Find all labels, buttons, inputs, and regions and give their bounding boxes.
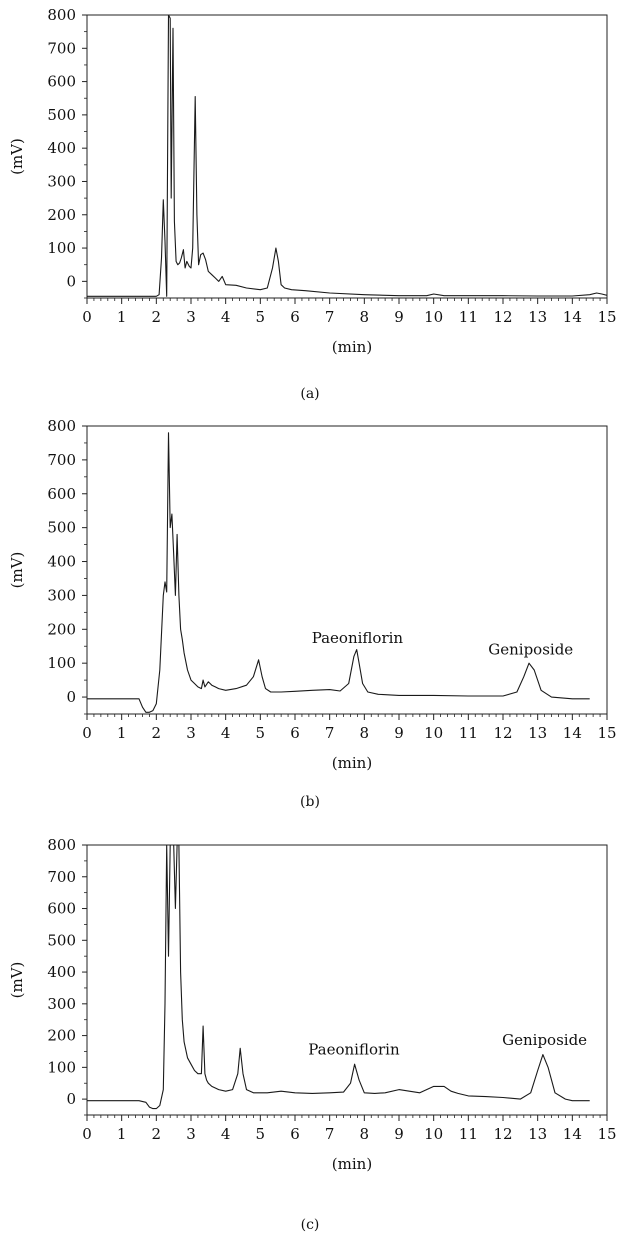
plot-frame [86, 14, 608, 299]
x-tick-label: 5 [256, 1125, 266, 1143]
peak-label: Geniposide [502, 1031, 587, 1049]
peak-label: Paeoniflorin [312, 629, 404, 647]
y-axis-title: (mV) [8, 962, 26, 999]
y-tick-label: 0 [66, 1090, 76, 1108]
y-tick-label: 500 [47, 931, 76, 949]
x-tick-label: 5 [256, 724, 266, 742]
x-tick-label: 1 [117, 308, 127, 326]
y-tick-label: 700 [47, 39, 76, 57]
chromatogram-trace [87, 15, 607, 297]
y-tick-label: 800 [47, 836, 76, 854]
x-tick-label: 3 [186, 724, 196, 742]
x-tick-label: 5 [256, 308, 266, 326]
y-tick-label: 200 [47, 1027, 76, 1045]
x-axis-title: (min) [332, 338, 372, 356]
x-axis-title: (min) [332, 754, 372, 772]
chromatogram-trace [87, 845, 590, 1110]
x-tick-label: 12 [493, 1125, 512, 1143]
x-tick-label: 14 [563, 308, 582, 326]
panel-caption: (a) [300, 386, 319, 402]
x-tick-label: 8 [360, 1125, 370, 1143]
y-tick-label: 100 [47, 1058, 76, 1076]
x-tick-label: 15 [597, 1125, 616, 1143]
y-tick-label: 800 [47, 417, 76, 435]
x-tick-label: 10 [424, 724, 443, 742]
y-tick-label: 100 [47, 239, 76, 257]
x-tick-label: 3 [186, 1125, 196, 1143]
x-tick-label: 0 [82, 1125, 92, 1143]
y-tick-label: 200 [47, 620, 76, 638]
x-tick-label: 9 [394, 1125, 404, 1143]
x-tick-label: 0 [82, 308, 92, 326]
x-tick-label: 11 [459, 724, 478, 742]
x-tick-label: 1 [117, 1125, 127, 1143]
panel-caption: (c) [301, 1217, 320, 1233]
plot-frame [86, 844, 608, 1116]
x-tick-label: 10 [424, 308, 443, 326]
x-tick-label: 11 [459, 308, 478, 326]
chart-panel-c: 0 1 2 3 4 5 6 7 8 9 10 11 12 13 14 15010020030040050060… [8, 836, 617, 1233]
x-tick-label: 2 [152, 308, 162, 326]
x-tick-label: 2 [152, 724, 162, 742]
x-tick-label: 10 [424, 1125, 443, 1143]
y-axis-title: (mV) [8, 552, 26, 589]
x-tick-label: 12 [493, 724, 512, 742]
chromatogram-trace [87, 432, 590, 713]
x-tick-label: 15 [597, 724, 616, 742]
y-tick-label: 0 [66, 688, 76, 706]
x-tick-label: 9 [394, 724, 404, 742]
y-tick-label: 800 [47, 6, 76, 24]
x-tick-label: 14 [563, 1125, 582, 1143]
y-tick-label: 0 [66, 272, 76, 290]
y-tick-label: 600 [47, 73, 76, 91]
x-tick-label: 9 [394, 308, 404, 326]
y-axis-title: (mV) [8, 138, 26, 175]
y-tick-label: 600 [47, 900, 76, 918]
x-tick-label: 6 [290, 308, 300, 326]
panel-caption: (b) [300, 794, 320, 810]
x-tick-label: 13 [528, 724, 547, 742]
x-tick-label: 13 [528, 1125, 547, 1143]
y-tick-label: 100 [47, 654, 76, 672]
chart-panel-a: 0 1 2 3 4 5 6 7 8 9 10 11 12 13 14 15010020030040050060… [8, 6, 617, 402]
y-tick-label: 400 [47, 139, 76, 157]
y-tick-label: 300 [47, 172, 76, 190]
x-tick-label: 13 [528, 308, 547, 326]
plot-frame [86, 425, 608, 715]
x-tick-label: 4 [221, 308, 231, 326]
y-tick-label: 500 [47, 519, 76, 537]
x-tick-label: 6 [290, 1125, 300, 1143]
y-tick-label: 500 [47, 106, 76, 124]
x-tick-label: 1 [117, 724, 127, 742]
y-tick-label: 700 [47, 868, 76, 886]
x-tick-label: 7 [325, 1125, 335, 1143]
x-tick-label: 12 [493, 308, 512, 326]
y-tick-label: 400 [47, 963, 76, 981]
y-tick-label: 200 [47, 206, 76, 224]
y-tick-label: 600 [47, 485, 76, 503]
x-tick-label: 3 [186, 308, 196, 326]
x-tick-label: 7 [325, 308, 335, 326]
y-tick-label: 300 [47, 586, 76, 604]
x-tick-label: 4 [221, 1125, 231, 1143]
chart-panel-b: 0 1 2 3 4 5 6 7 8 9 10 11 12 13 14 15010020030040050060… [8, 417, 617, 810]
x-tick-label: 2 [152, 1125, 162, 1143]
x-tick-label: 0 [82, 724, 92, 742]
y-tick-label: 400 [47, 553, 76, 571]
x-tick-label: 14 [563, 724, 582, 742]
x-tick-label: 15 [597, 308, 616, 326]
y-tick-label: 300 [47, 995, 76, 1013]
peak-label: Paeoniflorin [308, 1041, 400, 1059]
x-tick-label: 6 [290, 724, 300, 742]
x-tick-label: 8 [360, 308, 370, 326]
peak-label: Geniposide [488, 641, 573, 659]
x-tick-label: 7 [325, 724, 335, 742]
y-tick-label: 700 [47, 451, 76, 469]
x-axis-title: (min) [332, 1155, 372, 1173]
x-tick-label: 11 [459, 1125, 478, 1143]
x-tick-label: 4 [221, 724, 231, 742]
x-tick-label: 8 [360, 724, 370, 742]
